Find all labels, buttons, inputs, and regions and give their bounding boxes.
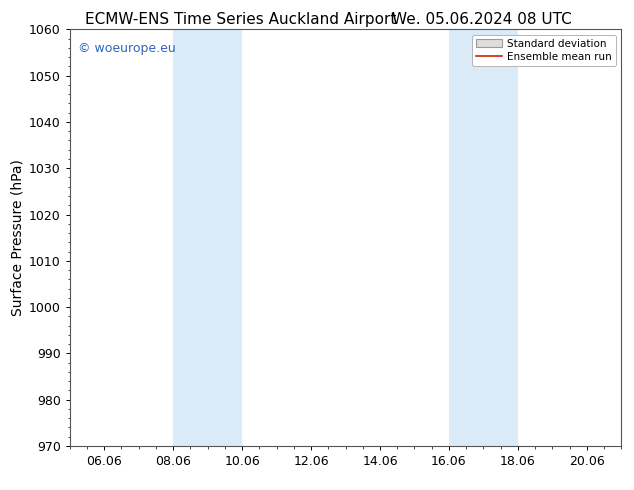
Legend: Standard deviation, Ensemble mean run: Standard deviation, Ensemble mean run	[472, 35, 616, 66]
Text: We. 05.06.2024 08 UTC: We. 05.06.2024 08 UTC	[392, 12, 572, 27]
Text: ECMW-ENS Time Series Auckland Airport: ECMW-ENS Time Series Auckland Airport	[85, 12, 397, 27]
Bar	[173, 29, 242, 446]
Y-axis label: Surface Pressure (hPa): Surface Pressure (hPa)	[11, 159, 25, 316]
Text: © woeurope.eu: © woeurope.eu	[78, 42, 176, 55]
Bar	[449, 29, 518, 446]
